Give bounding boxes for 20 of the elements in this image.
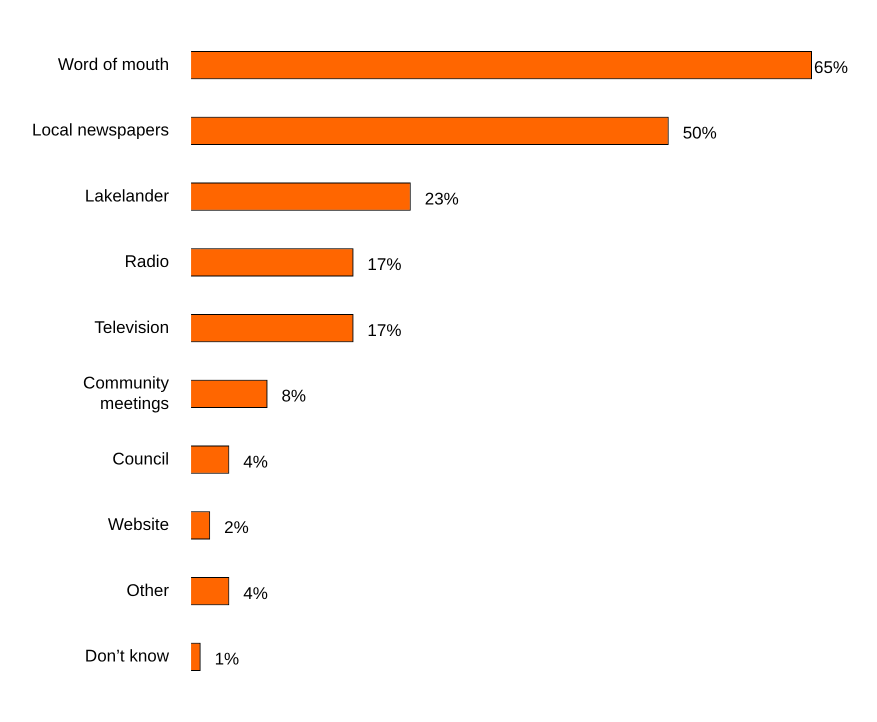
y-tick-label: Website: [108, 515, 170, 534]
y-tick-label: Local newspapers: [32, 120, 170, 140]
data-label: 8%: [281, 386, 306, 406]
y-tick-label: Other: [126, 580, 170, 600]
y-tick-label: Word of mouth: [58, 54, 170, 74]
data-label: 65%: [814, 58, 848, 77]
y-tick-label: Council: [112, 449, 170, 468]
data-label: 17%: [367, 320, 402, 340]
data-label: 23%: [424, 189, 459, 208]
y-tick-label: Radio: [124, 252, 170, 272]
y-tick-label: Lakelander: [84, 186, 170, 206]
data-label: 1%: [214, 650, 240, 669]
y-tick-label: Television: [94, 318, 170, 337]
data-label: 50%: [682, 124, 717, 143]
data-label: 17%: [367, 255, 402, 274]
y-tick-label: Community meetings: [83, 373, 170, 413]
data-label: 4%: [243, 452, 268, 472]
y-tick-label: Don’t know: [84, 646, 170, 666]
data-label: 4%: [243, 584, 268, 603]
data-label: 2%: [224, 518, 249, 538]
